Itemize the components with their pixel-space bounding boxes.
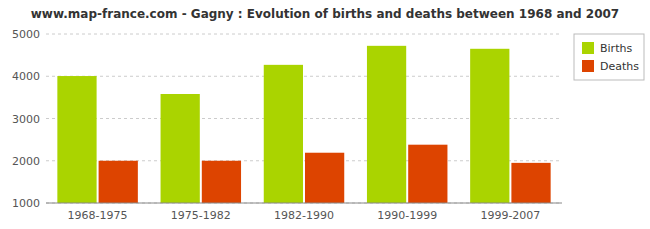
bar	[57, 76, 96, 203]
y-tick-label: 1000	[12, 197, 40, 210]
y-tick-label: 5000	[12, 28, 40, 41]
x-axis-line	[46, 203, 562, 204]
x-tick-label: 1975-1982	[171, 209, 231, 222]
bar	[367, 46, 406, 203]
chart: www.map-france.com - Gagny : Evolution o…	[0, 0, 650, 229]
legend: Births Deaths	[574, 34, 644, 80]
x-tick-label: 1982-1990	[274, 209, 334, 222]
legend-swatch	[582, 60, 594, 72]
bar	[408, 145, 447, 203]
x-tick-label: 1990-1999	[377, 209, 437, 222]
grid-line	[46, 203, 562, 204]
bar	[470, 49, 509, 203]
bar	[511, 163, 550, 203]
bar	[99, 161, 138, 203]
legend-box	[574, 34, 644, 80]
bar	[305, 153, 344, 203]
y-tick-label: 4000	[12, 70, 40, 83]
bar	[161, 94, 200, 203]
bar	[202, 161, 241, 203]
grid-line	[46, 34, 562, 35]
legend-swatch	[582, 42, 594, 54]
title: www.map-france.com - Gagny : Evolution o…	[31, 7, 619, 21]
x-tick-label: 1999-2007	[480, 209, 540, 222]
bars	[57, 46, 550, 203]
y-tick-label: 2000	[12, 155, 40, 168]
bar	[264, 65, 303, 203]
legend-label: Deaths	[600, 60, 639, 73]
y-tick-label: 3000	[12, 113, 40, 126]
legend-label: Births	[600, 42, 632, 55]
x-tick-label: 1968-1975	[68, 209, 128, 222]
